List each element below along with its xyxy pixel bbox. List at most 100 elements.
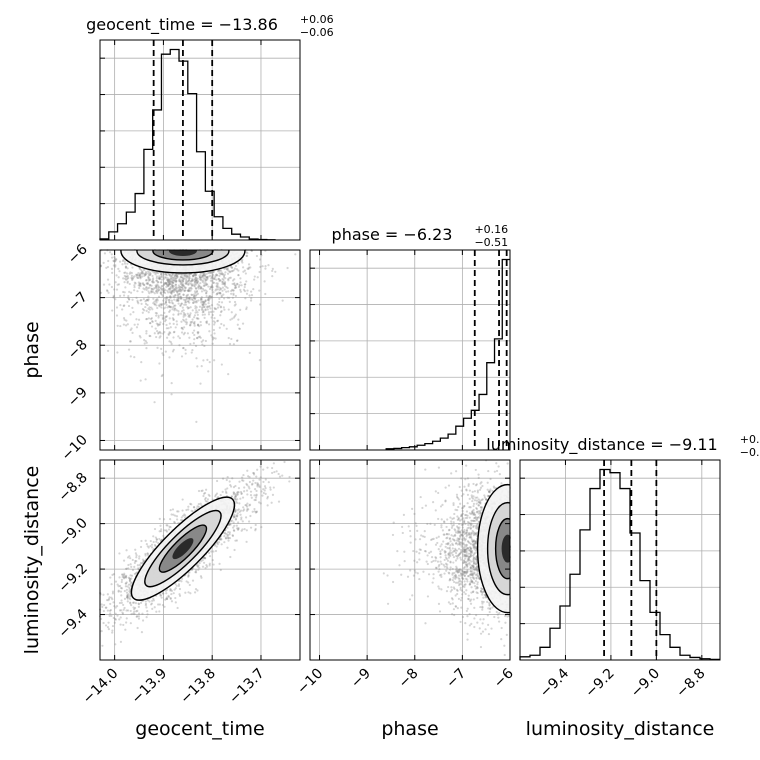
scatter-point [158, 324, 160, 326]
scatter-point [253, 494, 255, 496]
scatter-point [194, 325, 196, 327]
scatter-point [235, 314, 237, 316]
scatter-point [157, 324, 159, 326]
scatter-point [160, 314, 162, 316]
scatter-point [208, 311, 210, 313]
scatter-point [244, 528, 246, 530]
scatter-point [233, 521, 235, 523]
scatter-point [170, 326, 172, 328]
scatter-point [271, 472, 273, 474]
scatter-point [135, 556, 137, 558]
scatter-point [158, 538, 160, 540]
scatter-point [142, 619, 144, 621]
scatter-geocent_time-phase [100, 249, 297, 423]
scatter-point [185, 304, 187, 306]
scatter-point [168, 311, 170, 313]
scatter-point [453, 556, 455, 558]
scatter-point [157, 603, 159, 605]
scatter-point [195, 294, 197, 296]
scatter-point [133, 566, 135, 568]
scatter-point [184, 332, 186, 334]
scatter-point [114, 643, 116, 645]
scatter-point [194, 314, 196, 316]
scatter-point [264, 487, 266, 489]
scatter-point [387, 603, 389, 605]
scatter-point [103, 262, 105, 264]
scatter-point [111, 309, 113, 311]
scatter-point [189, 314, 191, 316]
scatter-point [187, 575, 189, 577]
scatter-point [496, 470, 498, 472]
scatter-point [105, 624, 107, 626]
scatter-point [172, 285, 174, 287]
scatter-point [146, 289, 148, 291]
scatter-point [209, 563, 211, 565]
scatter-point [437, 585, 439, 587]
scatter-point [171, 382, 173, 384]
scatter-point [149, 322, 151, 324]
scatter-point [145, 340, 147, 342]
scatter-point [129, 273, 131, 275]
scatter-point [132, 559, 134, 561]
scatter-point [203, 301, 205, 303]
scatter-point [166, 530, 168, 532]
scatter-point [120, 594, 122, 596]
scatter-point [198, 275, 200, 277]
scatter-point [224, 285, 226, 287]
scatter-point [229, 531, 231, 533]
scatter-point [183, 278, 185, 280]
scatter-point [136, 615, 138, 617]
scatter-point [212, 338, 214, 340]
scatter-point [199, 562, 201, 564]
scatter-point [234, 496, 236, 498]
scatter-point [141, 291, 143, 293]
scatter-point [254, 275, 256, 277]
scatter-point [165, 286, 167, 288]
scatter-point [244, 270, 246, 272]
scatter-point [209, 555, 211, 557]
scatter-point [172, 350, 174, 352]
scatter-point [189, 316, 191, 318]
scatter-point [252, 288, 254, 290]
scatter-point [158, 304, 160, 306]
scatter-point [109, 610, 111, 612]
scatter-point [168, 528, 170, 530]
scatter-point [466, 580, 468, 582]
scatter-point [193, 321, 195, 323]
scatter-point [133, 275, 135, 277]
scatter-point [157, 289, 159, 291]
scatter-point [136, 326, 138, 328]
scatter-point [182, 319, 184, 321]
scatter-point [155, 315, 157, 317]
scatter-point [155, 312, 157, 314]
scatter-point [130, 340, 132, 342]
scatter-point [273, 486, 275, 488]
scatter-point [223, 297, 225, 299]
scatter-point [236, 539, 238, 541]
scatter-point [167, 285, 169, 287]
scatter-point [218, 541, 220, 543]
scatter-point [137, 272, 139, 274]
scatter-point [173, 592, 175, 594]
scatter-point [473, 617, 475, 619]
scatter-point [133, 601, 135, 603]
scatter-point [276, 470, 278, 472]
scatter-point [233, 343, 235, 345]
scatter-point [127, 280, 129, 282]
scatter-point [467, 608, 469, 610]
scatter-point [232, 289, 234, 291]
scatter-point [227, 278, 229, 280]
scatter-point [219, 292, 221, 294]
scatter-point [220, 494, 222, 496]
scatter-point [163, 307, 165, 309]
scatter-point [253, 508, 255, 510]
scatter-point [160, 348, 162, 350]
scatter-point [205, 340, 207, 342]
scatter-point [163, 606, 165, 608]
scatter-point [174, 294, 176, 296]
scatter-point [221, 283, 223, 285]
scatter-point [132, 278, 134, 280]
scatter-point [109, 251, 111, 253]
scatter-point [206, 283, 208, 285]
scatter-point [224, 277, 226, 279]
